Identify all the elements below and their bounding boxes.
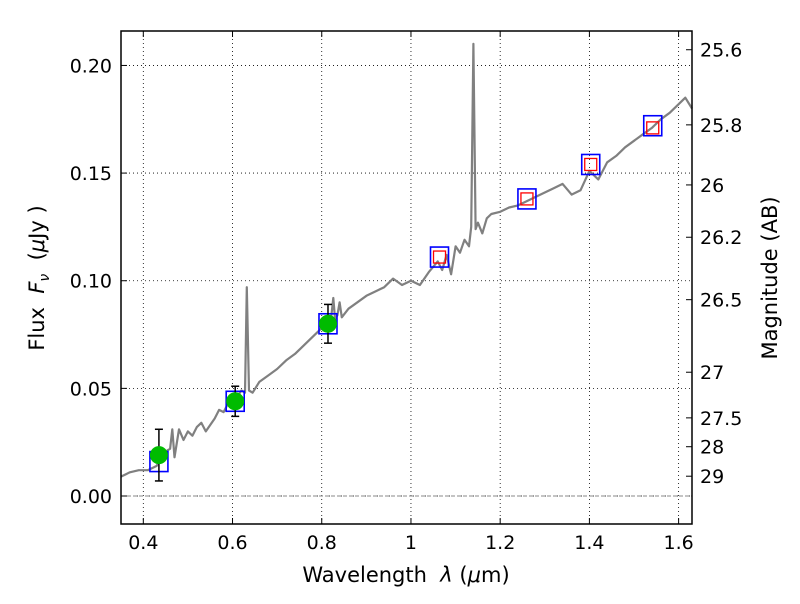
right-tick-label: 27 xyxy=(700,362,724,384)
right-tick-label: 25.6 xyxy=(700,40,742,62)
predicted-photometry-square xyxy=(432,250,447,264)
right-tick-label: 25.8 xyxy=(700,115,742,137)
right-tick-label: 26 xyxy=(700,175,724,197)
x-tick-label: 1.4 xyxy=(574,532,604,554)
x-tick-label: 0.8 xyxy=(307,532,337,554)
y-tick-label: 0.10 xyxy=(70,271,112,293)
model-photometry-square xyxy=(429,246,450,268)
plot-frame xyxy=(120,30,693,525)
sed-line xyxy=(120,42,693,478)
plot-content xyxy=(120,42,693,482)
y-axis-label: Flux Fν (μJy ) xyxy=(25,205,53,350)
observed-photometry-point xyxy=(318,314,337,333)
axis-ticks: 0.4 0.6 0.8 1 1.2 1.4 1.6 0.00 0.05 0.10 0.15 0.20 2… xyxy=(70,31,742,554)
right-tick-label: 29 xyxy=(700,466,724,488)
plot-area xyxy=(121,31,692,524)
model-photometry-square xyxy=(580,153,601,176)
x-tick-label: 1 xyxy=(405,532,417,554)
right-tick-label: 27.5 xyxy=(700,408,742,430)
y-tick-label: 0.05 xyxy=(70,378,112,400)
predicted-photometry-square xyxy=(520,192,534,206)
model-photometry-square xyxy=(642,114,663,137)
y-tick-label: 0.20 xyxy=(70,55,112,77)
model-photometry-square xyxy=(517,188,537,210)
right-tick-label: 26.5 xyxy=(700,290,742,312)
x-tick-label: 1.6 xyxy=(664,532,694,554)
right-tick-label: 28 xyxy=(700,437,724,459)
y-tick-label: 0.15 xyxy=(70,163,112,185)
x-tick-label: 0.4 xyxy=(128,532,158,554)
observed-photometry-point xyxy=(149,446,168,465)
x-tick-label: 0.6 xyxy=(217,532,247,554)
x-tick-label: 1.2 xyxy=(485,532,515,554)
right-tick-label: 26.2 xyxy=(700,227,742,249)
x-axis-label: Wavelength λ (μm) xyxy=(302,563,509,587)
predicted-photometry-square xyxy=(584,157,598,172)
predicted-photometry-square xyxy=(646,121,660,135)
y-tick-label: 0.00 xyxy=(70,486,112,508)
observed-photometry-point xyxy=(226,392,245,411)
right-axis-label: Magnitude (AB) xyxy=(758,196,782,359)
